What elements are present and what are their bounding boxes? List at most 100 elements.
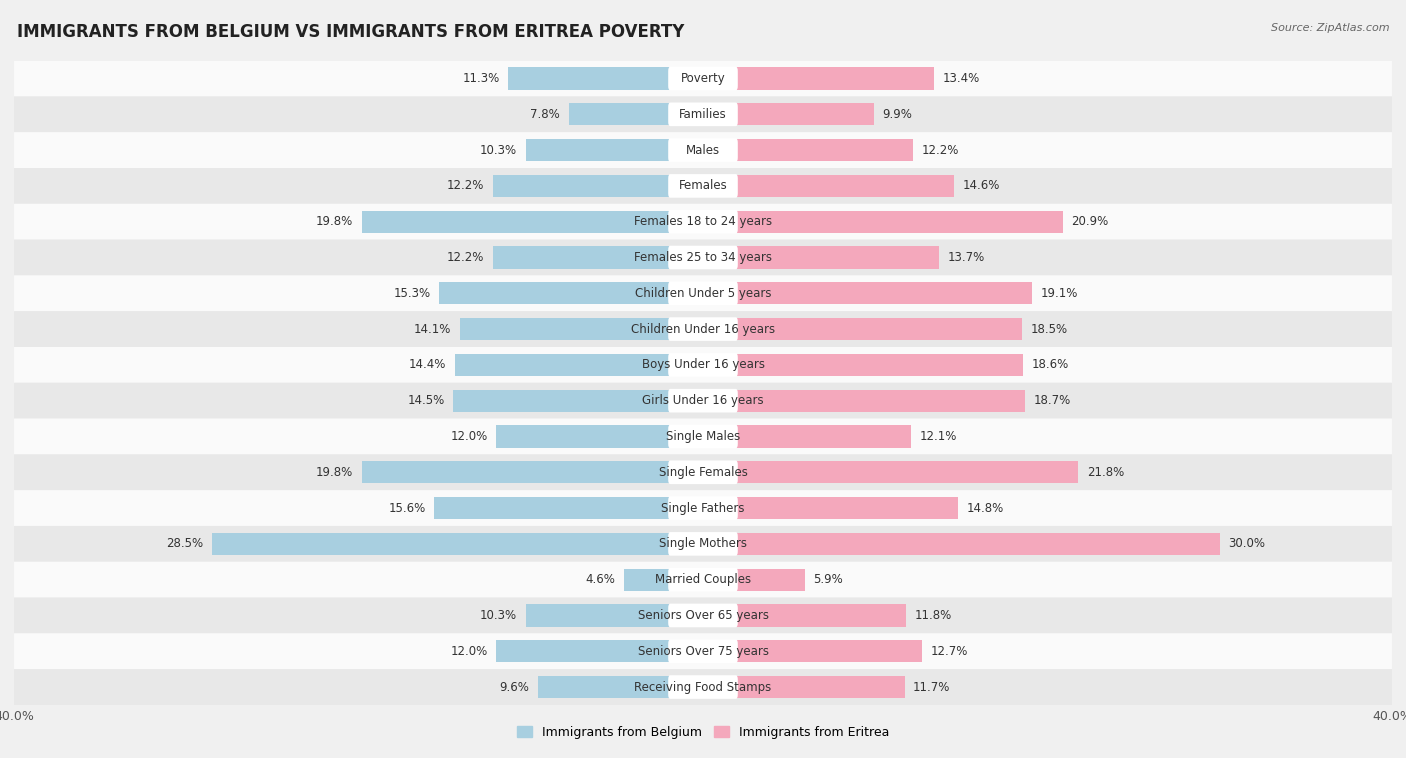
- Text: 12.1%: 12.1%: [920, 430, 957, 443]
- FancyBboxPatch shape: [668, 102, 738, 126]
- Bar: [703, 676, 904, 698]
- Bar: [703, 139, 912, 161]
- Bar: [703, 175, 955, 197]
- FancyBboxPatch shape: [14, 526, 1392, 562]
- Text: 11.8%: 11.8%: [915, 609, 952, 622]
- Text: 12.2%: 12.2%: [447, 180, 484, 193]
- Text: 9.6%: 9.6%: [499, 681, 529, 694]
- Bar: [703, 497, 957, 519]
- Text: 20.9%: 20.9%: [1071, 215, 1109, 228]
- Text: Seniors Over 65 years: Seniors Over 65 years: [637, 609, 769, 622]
- FancyBboxPatch shape: [14, 168, 1392, 204]
- Bar: [434, 497, 703, 519]
- Bar: [703, 67, 934, 89]
- Bar: [703, 282, 1032, 305]
- Text: Boys Under 16 years: Boys Under 16 years: [641, 359, 765, 371]
- Text: 12.0%: 12.0%: [450, 430, 488, 443]
- Text: 11.7%: 11.7%: [912, 681, 950, 694]
- FancyBboxPatch shape: [14, 240, 1392, 275]
- Text: Seniors Over 75 years: Seniors Over 75 years: [637, 645, 769, 658]
- Text: Poverty: Poverty: [681, 72, 725, 85]
- Text: 14.4%: 14.4%: [409, 359, 446, 371]
- Bar: [703, 604, 907, 627]
- FancyBboxPatch shape: [14, 418, 1392, 454]
- Text: 30.0%: 30.0%: [1229, 537, 1265, 550]
- Text: 5.9%: 5.9%: [813, 573, 844, 586]
- Bar: [361, 211, 703, 233]
- Text: 13.4%: 13.4%: [942, 72, 980, 85]
- FancyBboxPatch shape: [668, 460, 738, 484]
- Text: 13.7%: 13.7%: [948, 251, 984, 264]
- Bar: [703, 533, 1219, 555]
- Text: 12.0%: 12.0%: [450, 645, 488, 658]
- FancyBboxPatch shape: [14, 634, 1392, 669]
- Bar: [703, 103, 873, 125]
- Text: 18.7%: 18.7%: [1033, 394, 1071, 407]
- Bar: [703, 461, 1078, 484]
- Legend: Immigrants from Belgium, Immigrants from Eritrea: Immigrants from Belgium, Immigrants from…: [512, 721, 894, 744]
- Bar: [453, 390, 703, 412]
- FancyBboxPatch shape: [14, 96, 1392, 132]
- FancyBboxPatch shape: [668, 496, 738, 520]
- FancyBboxPatch shape: [14, 61, 1392, 96]
- Text: 15.6%: 15.6%: [388, 502, 426, 515]
- Text: Single Females: Single Females: [658, 465, 748, 479]
- Bar: [703, 354, 1024, 376]
- Text: 15.3%: 15.3%: [394, 287, 430, 300]
- Text: 19.1%: 19.1%: [1040, 287, 1078, 300]
- FancyBboxPatch shape: [14, 669, 1392, 705]
- Text: Single Males: Single Males: [666, 430, 740, 443]
- FancyBboxPatch shape: [14, 275, 1392, 312]
- FancyBboxPatch shape: [668, 174, 738, 198]
- Text: 12.7%: 12.7%: [931, 645, 967, 658]
- FancyBboxPatch shape: [668, 603, 738, 628]
- Text: 12.2%: 12.2%: [447, 251, 484, 264]
- FancyBboxPatch shape: [14, 312, 1392, 347]
- Bar: [703, 425, 911, 447]
- Text: 21.8%: 21.8%: [1087, 465, 1125, 479]
- FancyBboxPatch shape: [668, 640, 738, 663]
- Text: 14.5%: 14.5%: [408, 394, 444, 407]
- Text: 11.3%: 11.3%: [463, 72, 499, 85]
- Text: Receiving Food Stamps: Receiving Food Stamps: [634, 681, 772, 694]
- Bar: [703, 568, 804, 590]
- Text: Married Couples: Married Couples: [655, 573, 751, 586]
- FancyBboxPatch shape: [14, 204, 1392, 240]
- Text: 19.8%: 19.8%: [316, 465, 353, 479]
- Text: 18.5%: 18.5%: [1031, 323, 1067, 336]
- Text: Children Under 16 years: Children Under 16 years: [631, 323, 775, 336]
- Text: Girls Under 16 years: Girls Under 16 years: [643, 394, 763, 407]
- Bar: [456, 354, 703, 376]
- FancyBboxPatch shape: [14, 132, 1392, 168]
- Bar: [496, 641, 703, 662]
- Bar: [494, 246, 703, 268]
- FancyBboxPatch shape: [14, 383, 1392, 418]
- Text: 14.6%: 14.6%: [963, 180, 1001, 193]
- FancyBboxPatch shape: [668, 281, 738, 305]
- FancyBboxPatch shape: [14, 490, 1392, 526]
- Text: 12.2%: 12.2%: [922, 143, 959, 157]
- Text: Single Fathers: Single Fathers: [661, 502, 745, 515]
- Text: 4.6%: 4.6%: [585, 573, 616, 586]
- Bar: [509, 67, 703, 89]
- Bar: [494, 175, 703, 197]
- Bar: [703, 390, 1025, 412]
- Bar: [460, 318, 703, 340]
- Bar: [568, 103, 703, 125]
- FancyBboxPatch shape: [668, 138, 738, 162]
- Bar: [212, 533, 703, 555]
- FancyBboxPatch shape: [668, 675, 738, 699]
- Text: Source: ZipAtlas.com: Source: ZipAtlas.com: [1271, 23, 1389, 33]
- Text: 14.8%: 14.8%: [966, 502, 1004, 515]
- FancyBboxPatch shape: [668, 353, 738, 377]
- FancyBboxPatch shape: [668, 318, 738, 341]
- Bar: [361, 461, 703, 484]
- Text: Children Under 5 years: Children Under 5 years: [634, 287, 772, 300]
- Bar: [537, 676, 703, 698]
- Bar: [703, 246, 939, 268]
- Text: IMMIGRANTS FROM BELGIUM VS IMMIGRANTS FROM ERITREA POVERTY: IMMIGRANTS FROM BELGIUM VS IMMIGRANTS FR…: [17, 23, 685, 41]
- Text: 10.3%: 10.3%: [479, 609, 517, 622]
- FancyBboxPatch shape: [668, 210, 738, 233]
- FancyBboxPatch shape: [14, 347, 1392, 383]
- Text: Females 25 to 34 years: Females 25 to 34 years: [634, 251, 772, 264]
